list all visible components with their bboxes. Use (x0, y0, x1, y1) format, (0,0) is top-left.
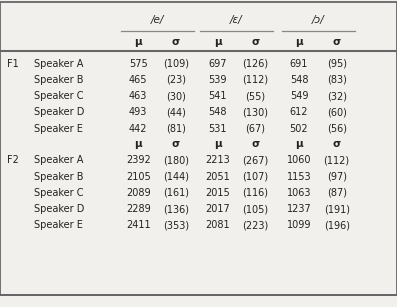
Text: (107): (107) (242, 172, 268, 181)
Text: F2: F2 (7, 155, 19, 165)
Text: (30): (30) (166, 91, 186, 101)
Text: (67): (67) (245, 124, 265, 134)
Text: (55): (55) (245, 91, 265, 101)
Text: 2081: 2081 (205, 220, 230, 230)
Text: (112): (112) (242, 75, 268, 85)
Text: (95): (95) (327, 59, 347, 68)
Text: μ: μ (134, 37, 142, 47)
Text: 502: 502 (290, 124, 308, 134)
Text: σ: σ (251, 37, 259, 47)
Text: 541: 541 (208, 91, 227, 101)
Text: 548: 548 (290, 75, 308, 85)
Text: (196): (196) (324, 220, 350, 230)
Text: /ɔ/: /ɔ/ (311, 15, 324, 25)
Text: (223): (223) (242, 220, 268, 230)
Text: (144): (144) (163, 172, 189, 181)
Text: 691: 691 (290, 59, 308, 68)
Text: (83): (83) (327, 75, 347, 85)
Text: 539: 539 (208, 75, 227, 85)
Text: σ: σ (172, 37, 180, 47)
Text: (267): (267) (242, 155, 268, 165)
Text: Speaker D: Speaker D (34, 107, 84, 117)
Text: 548: 548 (208, 107, 227, 117)
Text: 2289: 2289 (126, 204, 150, 214)
Text: μ: μ (214, 37, 222, 47)
Text: 2089: 2089 (126, 188, 150, 198)
Text: σ: σ (333, 37, 341, 47)
Text: 463: 463 (129, 91, 147, 101)
Text: Speaker E: Speaker E (34, 124, 83, 134)
Text: 1063: 1063 (287, 188, 311, 198)
Text: (23): (23) (166, 75, 186, 85)
Text: σ: σ (251, 139, 259, 149)
Text: Speaker C: Speaker C (34, 188, 83, 198)
Text: 1153: 1153 (287, 172, 311, 181)
Text: 1099: 1099 (287, 220, 311, 230)
Text: (56): (56) (327, 124, 347, 134)
Text: μ: μ (295, 37, 303, 47)
Text: /e/: /e/ (150, 15, 164, 25)
Text: 465: 465 (129, 75, 147, 85)
Text: (60): (60) (327, 107, 347, 117)
Text: (116): (116) (242, 188, 268, 198)
Text: (191): (191) (324, 204, 350, 214)
Text: σ: σ (172, 139, 180, 149)
Text: μ: μ (134, 139, 142, 149)
Text: (87): (87) (327, 188, 347, 198)
Text: Speaker A: Speaker A (34, 155, 83, 165)
Text: 549: 549 (290, 91, 308, 101)
Text: σ: σ (333, 139, 341, 149)
Text: μ: μ (214, 139, 222, 149)
Text: Speaker E: Speaker E (34, 220, 83, 230)
Text: (180): (180) (163, 155, 189, 165)
Text: (112): (112) (324, 155, 350, 165)
Text: (44): (44) (166, 107, 186, 117)
Text: 2392: 2392 (126, 155, 150, 165)
Text: (81): (81) (166, 124, 186, 134)
Text: 2105: 2105 (126, 172, 150, 181)
Text: (109): (109) (163, 59, 189, 68)
Text: 2051: 2051 (205, 172, 230, 181)
Text: 1237: 1237 (287, 204, 311, 214)
Text: 2411: 2411 (126, 220, 150, 230)
Text: 2017: 2017 (205, 204, 230, 214)
Text: 612: 612 (290, 107, 308, 117)
Text: 697: 697 (208, 59, 227, 68)
Text: 2015: 2015 (205, 188, 230, 198)
Text: 2213: 2213 (205, 155, 230, 165)
Text: (126): (126) (242, 59, 268, 68)
Text: Speaker A: Speaker A (34, 59, 83, 68)
Text: (32): (32) (327, 91, 347, 101)
Text: Speaker C: Speaker C (34, 91, 83, 101)
Text: μ: μ (295, 139, 303, 149)
Text: (105): (105) (242, 204, 268, 214)
Text: (97): (97) (327, 172, 347, 181)
Text: Speaker B: Speaker B (34, 172, 83, 181)
Text: 442: 442 (129, 124, 147, 134)
Text: Speaker B: Speaker B (34, 75, 83, 85)
Text: 575: 575 (129, 59, 148, 68)
Text: 1060: 1060 (287, 155, 311, 165)
Text: F1: F1 (7, 59, 19, 68)
Text: (136): (136) (163, 204, 189, 214)
Text: (161): (161) (163, 188, 189, 198)
Text: 493: 493 (129, 107, 147, 117)
Text: /ε/: /ε/ (230, 15, 243, 25)
Text: (353): (353) (163, 220, 189, 230)
Text: (130): (130) (242, 107, 268, 117)
Text: Speaker D: Speaker D (34, 204, 84, 214)
Text: 531: 531 (208, 124, 227, 134)
